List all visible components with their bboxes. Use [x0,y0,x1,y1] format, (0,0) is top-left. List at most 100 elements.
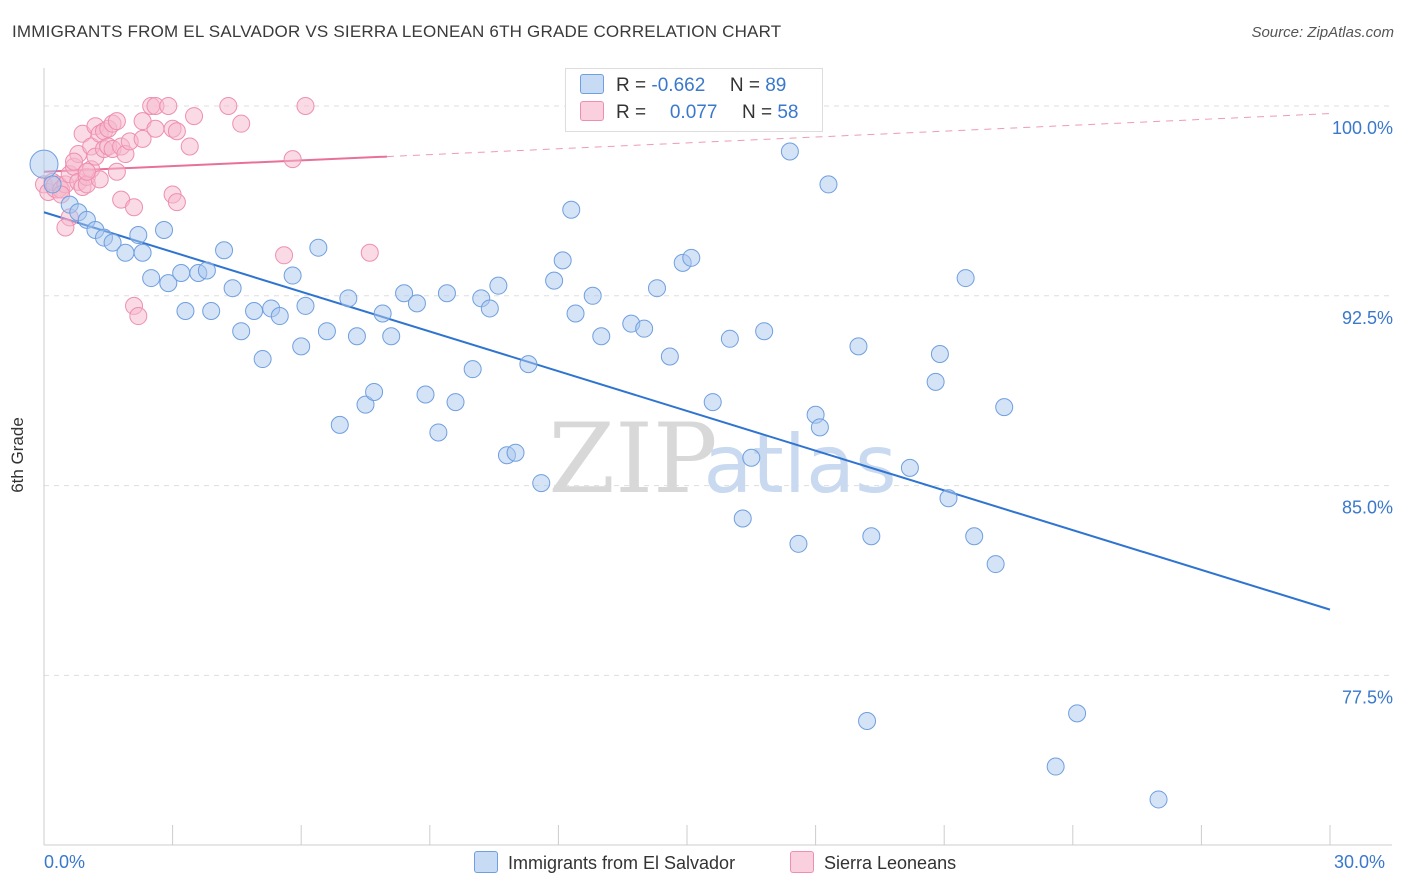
data-point [270,307,289,326]
trend-solid [43,155,387,173]
legend-swatch-blue [474,851,498,873]
data-point [296,96,315,115]
data-point [43,175,62,194]
data-point [506,443,525,462]
source-credit: Source: ZipAtlas.com [1251,24,1394,41]
stats-n-value: 58 [777,102,799,123]
data-point [463,360,482,379]
data-point [215,241,234,260]
data-point [566,304,585,323]
data-point [900,458,919,477]
data-point [755,322,774,341]
data-point [862,527,881,546]
data-point [245,301,264,320]
data-point [317,322,336,341]
stats-row-sierra-leoneans: R = 0.077 N = 58 [580,101,798,127]
data-point [1046,757,1065,776]
data-point [309,238,328,257]
data-point [339,289,358,308]
data-point [330,415,349,434]
data-point [155,220,174,239]
data-point [407,294,426,313]
data-point [219,96,238,115]
data-point [780,142,799,161]
data-point [545,271,564,290]
y-tick-label: 85.0% [1342,498,1393,518]
data-point [429,423,448,442]
stats-r-value: 0.077 [669,102,718,123]
data-point [720,329,739,348]
data-point [742,448,761,467]
stats-r-value: -0.662 [651,75,706,96]
chart-title: IMMIGRANTS FROM EL SALVADOR VS SIERRA LE… [12,22,782,41]
data-point [142,269,161,288]
data-point [180,137,199,156]
data-point [146,119,165,138]
data-point [995,398,1014,417]
data-point [437,284,456,303]
gridlines [44,105,1392,676]
data-point [858,711,877,730]
stats-n-label: N = [729,75,760,96]
data-point [849,337,868,356]
data-point [197,261,216,280]
points-el-salvador [29,104,1168,809]
trend-dashed [386,113,1331,158]
data-point [167,122,186,141]
data-point [553,251,572,270]
data-point [172,264,191,283]
data-point [1149,790,1168,809]
data-point [956,269,975,288]
data-point [202,301,221,320]
legend-label: Sierra Leoneans [824,853,957,873]
data-point [356,395,375,414]
stats-r-label: R = [616,102,647,123]
data-point [116,243,135,262]
data-point [129,226,148,245]
data-point [583,286,602,305]
data-point [232,114,251,133]
data-point [253,350,272,369]
data-point [283,266,302,285]
legend-item-el-salvador: Immigrants from El Salvador [474,851,735,877]
data-point [789,534,808,553]
data-point [930,344,949,363]
trend-solid [43,211,1331,611]
data-point [819,175,838,194]
data-point [133,129,152,148]
data-point [382,327,401,346]
data-point [660,347,679,366]
data-point [682,248,701,267]
data-point [167,193,186,212]
data-point [107,112,126,131]
data-point [480,299,499,318]
data-point [926,372,945,391]
data-point [365,382,384,401]
data-point [733,509,752,528]
stats-n-label: N = [741,102,773,123]
data-point [592,327,611,346]
data-point [223,279,242,298]
y-tick-label: 100.0% [1332,118,1393,138]
data-point [283,150,302,169]
correlation-stats-box: R = -0.662 N = 89 R = 0.077 N = 58 [565,68,823,132]
data-point [129,307,148,326]
data-point [56,218,75,237]
stats-swatch-blue [580,74,604,94]
data-point [29,149,59,179]
data-point [103,233,122,252]
y-tick-labels: 100.0% 92.5% 85.0% 77.5% [1332,118,1393,707]
data-point [185,107,204,126]
legend-label: Immigrants from El Salvador [508,853,736,873]
x-tick-min: 0.0% [44,852,86,872]
data-point [275,246,294,265]
stats-swatch-pink [580,101,604,121]
data-point [1068,704,1087,723]
data-point [125,198,144,217]
data-point [133,243,152,262]
data-point [446,393,465,412]
zipatlas-watermark: ZIP atlas [548,403,896,515]
data-point [232,322,251,341]
data-point [296,296,315,315]
